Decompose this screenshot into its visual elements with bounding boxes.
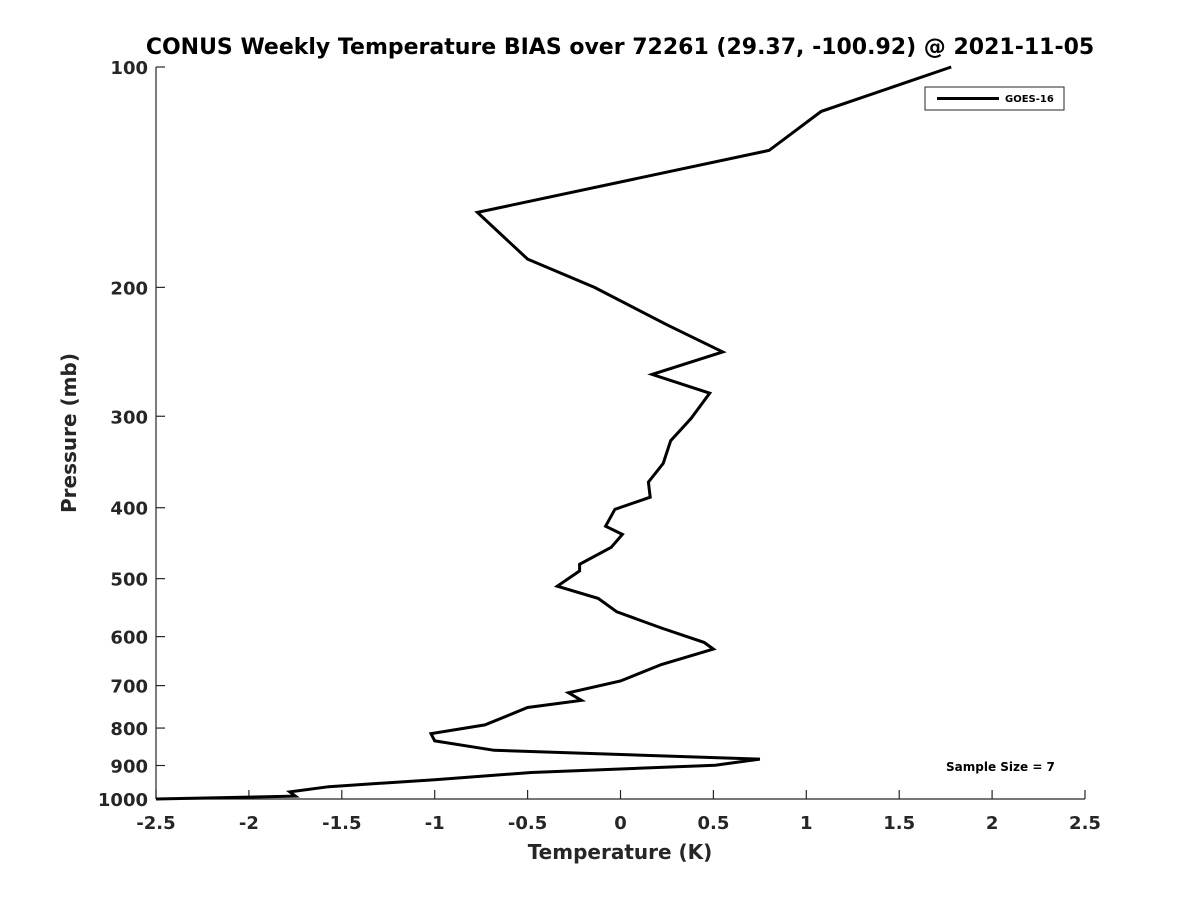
- x-tick-label: -0.5: [508, 813, 547, 834]
- y-tick-label: 100: [110, 58, 148, 79]
- x-tick-label: 2.5: [1069, 813, 1101, 834]
- legend-label-goes-16: GOES-16: [1005, 94, 1054, 105]
- y-tick-label: 300: [110, 407, 148, 428]
- x-axis-ticks: -2.5 -2 -1.5 -1 -0.5 0 0.5 1 1.5 2 2.5: [136, 790, 1101, 834]
- y-tick-label: 500: [110, 570, 148, 591]
- chart-title: CONUS Weekly Temperature BIAS over 72261…: [146, 35, 1094, 60]
- y-tick-label: 1000: [98, 790, 148, 811]
- x-tick-label: -1.5: [322, 813, 361, 834]
- x-tick-label: 1.5: [883, 813, 915, 834]
- y-tick-label: 800: [110, 719, 148, 740]
- legend: GOES-16: [924, 86, 1065, 111]
- y-tick-label: 900: [110, 757, 148, 778]
- x-tick-label: -2: [239, 813, 259, 834]
- x-tick-label: -1: [425, 813, 445, 834]
- series-line-goes-16: [155, 65, 952, 801]
- sample-size-annotation: Sample Size = 7: [946, 760, 1055, 774]
- x-tick-label: 2: [986, 813, 999, 834]
- y-axis-ticks: 100 200 300 400 500 600 700 800 900 1000: [98, 58, 165, 811]
- y-tick-label: 700: [110, 677, 148, 698]
- x-axis-label: Temperature (K): [528, 840, 713, 864]
- y-tick-label: 200: [110, 278, 148, 299]
- x-tick-label: 1: [800, 813, 813, 834]
- plot-area-frame: [156, 67, 1085, 799]
- y-tick-label: 400: [110, 499, 148, 520]
- y-axis-label: Pressure (mb): [57, 353, 81, 513]
- x-tick-label: 0.5: [697, 813, 729, 834]
- series-lines: [155, 65, 952, 801]
- x-tick-label: 0: [614, 813, 627, 834]
- y-tick-label: 600: [110, 628, 148, 649]
- x-tick-label: -2.5: [136, 813, 175, 834]
